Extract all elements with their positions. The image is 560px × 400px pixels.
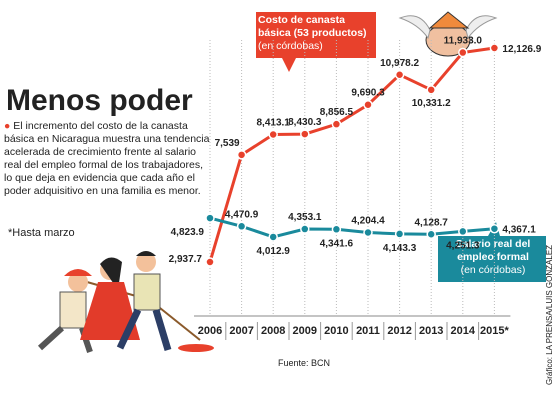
value-label: 4,353.1: [288, 212, 322, 223]
callout-text: Salario real del empleo formal(en córdob…: [455, 238, 531, 276]
point: [394, 229, 405, 239]
value-label: 8,856.5: [320, 107, 354, 118]
callout-box: [256, 12, 376, 58]
value-label: 8,430.3: [288, 117, 322, 128]
value-label: 4,012.9: [257, 246, 291, 257]
x-tick-label: 2013: [419, 325, 443, 337]
value-label: 2,937.7: [169, 254, 203, 265]
value-label: 12,126.9: [502, 44, 541, 55]
point: [300, 224, 310, 234]
value-label: 4,128.7: [415, 217, 449, 228]
point: [489, 43, 500, 53]
value-label: 10,331.2: [412, 98, 451, 109]
source: Fuente: BCN: [278, 358, 330, 368]
point: [458, 47, 468, 58]
value-label: 11,933.0: [444, 36, 483, 47]
x-tick-label: 2009: [293, 325, 317, 337]
footnote: *Hasta marzo: [8, 227, 75, 239]
point: [205, 257, 215, 267]
callout-box: [438, 236, 546, 282]
point: [363, 99, 373, 110]
point: [236, 221, 247, 232]
callout-text: Costo de canasta básica (53 productos)(e…: [258, 14, 367, 52]
value-label: 4,251.3: [446, 240, 480, 251]
value-label: 7,539: [215, 138, 240, 149]
illustration: [37, 11, 498, 353]
point: [268, 232, 278, 242]
x-tick-label: 2007: [229, 325, 253, 337]
credit: Gráfico: LA PRENSA/LUIS GONZÁLEZ: [545, 245, 554, 385]
x-tick-label: 2014: [451, 325, 476, 337]
point: [363, 227, 373, 238]
x-tick-label: 2011: [356, 325, 380, 337]
description: El incremento del costo de la canasta bá…: [4, 120, 210, 197]
value-label: 4,341.6: [320, 238, 354, 249]
value-label: 4,143.3: [383, 243, 417, 254]
point: [458, 226, 468, 237]
point: [331, 119, 342, 129]
value-label: 4,204.4: [351, 216, 385, 227]
callout-pointer: [282, 58, 296, 72]
series-line: [209, 216, 495, 239]
series-line: [208, 46, 495, 263]
x-tick-label: 2015*: [480, 325, 509, 337]
x-tick-label: 2012: [387, 325, 411, 337]
point: [268, 129, 278, 140]
value-label: 10,978.2: [380, 58, 419, 69]
point: [489, 223, 500, 234]
legend-label: Costo de canasta básica (53 productos): [258, 14, 367, 39]
x-tick-label: 2010: [324, 325, 348, 337]
point: [426, 229, 436, 240]
value-label: 8,413.1: [257, 117, 291, 128]
point: [394, 70, 405, 80]
legend-unit: (en córdobas): [460, 264, 526, 276]
point: [205, 213, 215, 223]
chart-title: Menos poder: [6, 84, 193, 117]
description-box: ● El incremento del costo de la canasta …: [4, 120, 210, 197]
value-label: 9,690.3: [351, 88, 385, 99]
point: [331, 224, 342, 235]
legend-unit: (en córdobas): [258, 40, 323, 52]
point: [236, 150, 247, 160]
legend-label: Salario real del empleo formal: [455, 238, 531, 263]
value-label: 4,823.9: [171, 227, 205, 238]
point: [300, 129, 310, 139]
x-tick-label: 2008: [261, 325, 285, 337]
x-tick-label: 2006: [198, 325, 222, 337]
value-label: 4,470.9: [225, 209, 259, 220]
point: [426, 85, 436, 95]
value-label: 4,367.1: [502, 225, 536, 236]
